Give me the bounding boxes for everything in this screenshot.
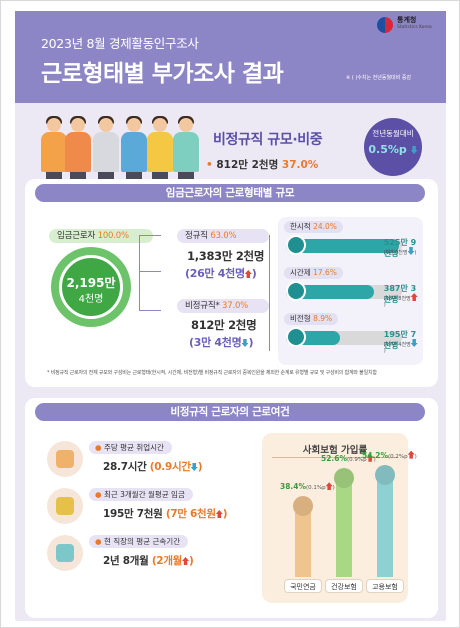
logo-name: 통계청: [397, 16, 417, 24]
down-arrow-icon: [190, 463, 198, 471]
insurance-bar-knob: [334, 467, 354, 488]
hourglass-icon: [47, 441, 83, 477]
yoy-label: 전년동월대비: [372, 129, 414, 138]
breakdown-bar-fill: [286, 285, 375, 299]
breakdown-row: 시간제 17.6% 387만 3천명 (18만 8천명): [284, 267, 419, 308]
condition-value: 195만 7천원 (7만 6천원): [103, 508, 228, 520]
statistics-korea-logo: 통계청 Statistics Korea: [377, 15, 441, 41]
summary-heading: 비정규직 규모·비중: [213, 132, 323, 148]
page-subtitle: 2023년 8월 경제활동인구조사: [41, 36, 199, 51]
wage-total-unit: 4천명: [78, 294, 104, 305]
breakdown-row: 비전형 8.9% 195만 7천명 (17만 4천명): [284, 313, 419, 354]
down-arrow-icon: [241, 339, 249, 347]
summary-share: 37.0%: [281, 159, 319, 171]
breakdown-change: (9만 0천명): [384, 247, 416, 256]
condition-row: ● 현 직장의 평균 근속기간 2년 8개월 (2개월): [47, 535, 247, 575]
insurance-label: 고용보험: [366, 579, 404, 593]
up-arrow-icon: [244, 270, 252, 278]
up-arrow-icon: [407, 450, 415, 459]
condition-row: ● 주당 평균 취업시간 28.7시간 (0.9시간): [47, 441, 247, 481]
logo-mark-icon: [377, 17, 393, 33]
down-arrow-icon: [410, 146, 418, 154]
worker-figure: [93, 116, 119, 186]
calendar-icon: [286, 281, 306, 301]
breakdown-pill: 비전형 8.9%: [284, 313, 339, 325]
condition-row: ● 최근 3개월간 월평균 임금 195만 7천원 (7만 6천원): [47, 488, 247, 528]
section2-title: 비정규직 근로자의 근로여건: [35, 403, 425, 421]
connector-line: [269, 235, 281, 351]
section1-title: 임금근로자의 근로형태별 규모: [35, 184, 425, 202]
regular-pill: 정규직 63.0%: [177, 229, 269, 243]
wage-worker-total: 2,195만 4천명: [59, 255, 123, 319]
down-arrow-icon: [407, 247, 415, 255]
yoy-value: 0.5%p: [364, 143, 422, 156]
regular-change: (26만 4천명): [185, 267, 257, 280]
condition-label: ● 현 직장의 평균 근속기간: [89, 535, 189, 548]
insurance-bar: [375, 464, 395, 577]
insurance-label: 국민연금: [284, 579, 322, 593]
nonregular-pill: 비정규직* 37.0%: [177, 299, 269, 313]
regular-value: 1,383만 2천명: [187, 249, 265, 263]
breakdown-pill: 한시적 24.0%: [284, 221, 343, 233]
nonregular-change: (3만 4천명): [189, 336, 254, 349]
condition-value: 2년 8개월 (2개월): [103, 555, 194, 567]
up-arrow-icon: [366, 453, 374, 462]
insurance-value: 54.2%(0.2%p): [362, 450, 417, 460]
insurance-value: 38.4%(0.1%p): [280, 482, 335, 492]
breakdown-pill: 시간제 17.6%: [284, 267, 343, 279]
condition-label: ● 주당 평균 취업시간: [89, 441, 172, 454]
breakdown-bar: [286, 239, 402, 253]
breakdown-bar: [286, 285, 402, 299]
worker-figure: [65, 116, 91, 186]
up-arrow-icon: [182, 557, 190, 565]
workers-illustration: [41, 111, 201, 186]
breakdown-change: (17만 4천명): [384, 339, 419, 354]
breakdown-row: 한시적 24.0% 525만 9천명 (9만 0천명): [284, 221, 419, 261]
header-banner: [15, 11, 446, 103]
worker-icon: [47, 535, 83, 571]
summary-count: 812만 2천명: [216, 159, 279, 171]
summary-bullet: •: [206, 159, 213, 171]
wage-total-value: 2,195만: [66, 276, 116, 290]
breakdown-bar-fill: [286, 239, 399, 253]
insurance-bar: [334, 467, 354, 577]
insurance-divider: [272, 457, 398, 458]
worker-figure: [147, 116, 173, 186]
logo-subtitle: Statistics Korea: [397, 25, 432, 30]
worker-figure: [41, 116, 67, 186]
up-arrow-icon: [325, 482, 333, 491]
insurance-value: 52.6%(0.9%p): [321, 453, 376, 463]
condition-value: 28.7시간 (0.9시간): [103, 461, 203, 473]
yoy-badge: 전년동월대비 0.5%p: [364, 118, 422, 176]
breakdown-change: (18만 8천명): [384, 293, 419, 308]
summary-line: • 812만 2천명 37.0%: [206, 157, 386, 172]
up-arrow-icon: [215, 510, 223, 518]
up-arrow-icon: [410, 293, 418, 301]
insurance-label: 건강보험: [325, 579, 363, 593]
page-title: 근로형태별 부가조사 결과: [41, 61, 284, 87]
worker-figure: [121, 116, 147, 186]
clock-icon: [286, 235, 306, 255]
insurance-bar-knob: [375, 464, 395, 485]
insurance-bar: [293, 496, 313, 577]
connector-line: [139, 235, 161, 311]
down-arrow-icon: [410, 339, 418, 347]
footnote: * 비정규직 근로자의 전체 규모와 구성비는 근로형태(한시적, 시간제, 비…: [47, 370, 377, 376]
breakdown-value: 195만 7천명: [383, 330, 417, 350]
insurance-bar-knob: [293, 496, 313, 517]
breakdown-value: 387만 3천명: [383, 284, 417, 304]
insurance-title: 사회보험 가입률: [302, 445, 368, 456]
breakdown-value: 525만 9천명: [383, 238, 417, 258]
gear-icon: [286, 327, 306, 347]
worker-figure: [173, 116, 199, 186]
coins-icon: [47, 488, 83, 524]
connector-line: [139, 271, 161, 272]
condition-label: ● 최근 3개월간 월평균 임금: [89, 488, 193, 501]
nonregular-value: 812만 2천명: [191, 318, 257, 332]
change-note: ※ ( )수치는 전년동월대비 증감: [346, 75, 412, 81]
wage-worker-pill: 임금근로자 100.0%: [49, 229, 153, 243]
